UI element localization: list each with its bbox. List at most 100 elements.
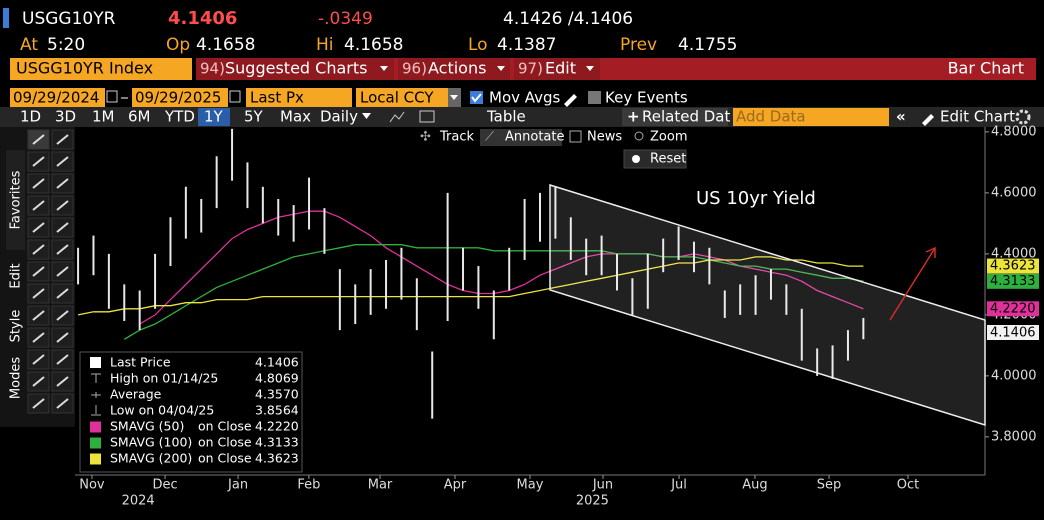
range-button[interactable]: 1Y — [204, 108, 224, 126]
tool-glyph — [32, 244, 45, 255]
x-tick-label: Feb — [297, 478, 320, 493]
tool[interactable]: News — [587, 130, 622, 145]
tool-glyph — [32, 398, 45, 409]
legend-value: 4.1406 — [255, 355, 299, 370]
last-price: 4.1406 — [168, 8, 237, 29]
legend-label: High on 01/14/25 — [110, 371, 218, 386]
side-tab-label[interactable]: Modes — [9, 357, 24, 399]
quote-label: Lo — [468, 35, 488, 55]
end-date[interactable]: 09/29/2025 — [135, 89, 221, 107]
range-active[interactable] — [198, 108, 230, 126]
tool-glyph — [32, 310, 45, 321]
x-tick-label: May — [517, 478, 544, 493]
menu-number: 97) — [518, 60, 543, 78]
table[interactable]: Table — [486, 108, 526, 126]
dropdown-icon — [362, 113, 371, 119]
settings-icon[interactable] — [1015, 109, 1031, 125]
related-data[interactable]: Related Dat — [642, 108, 730, 126]
security[interactable]: USGG10YR Index — [16, 59, 153, 78]
y-tick-label: 4.0000 — [991, 368, 1037, 383]
chart-type[interactable]: Bar Chart — [948, 59, 1024, 78]
menu-label[interactable]: Suggested Charts — [225, 59, 367, 78]
tool[interactable]: Zoom — [650, 130, 687, 145]
tool-active[interactable] — [480, 129, 562, 146]
annotation[interactable]: US 10yr Yield — [696, 188, 816, 209]
tool-glyph — [32, 266, 45, 277]
legend-label: Average — [110, 387, 162, 402]
menu-label[interactable]: Actions — [428, 59, 486, 78]
tool-glyph — [56, 376, 69, 387]
tool-glyph — [32, 178, 45, 189]
security-marker — [3, 8, 9, 28]
menu-item[interactable] — [514, 58, 600, 80]
related-button[interactable] — [622, 108, 728, 126]
range-button[interactable]: 1D — [20, 108, 41, 126]
field-input[interactable] — [246, 88, 352, 107]
legend — [79, 351, 303, 473]
side-tab[interactable] — [6, 150, 25, 250]
edit-chart[interactable]: Edit Chart — [940, 108, 1015, 126]
tool-glyph — [56, 156, 69, 167]
trend-channel[interactable] — [549, 183, 986, 427]
x-tick-label: Apr — [444, 478, 467, 493]
pencil-icon[interactable] — [564, 94, 577, 107]
x-tick-label: Jul — [670, 478, 687, 493]
series-flag-label: 4.2220 — [990, 301, 1036, 316]
moving-average — [123, 244, 864, 340]
range-button[interactable]: YTD — [164, 108, 195, 126]
ticker: USGG10YR — [22, 9, 116, 29]
side-tab-label[interactable]: Edit — [9, 263, 24, 288]
line-icon[interactable] — [389, 111, 405, 123]
legend-swatch — [90, 437, 101, 449]
date-input[interactable] — [10, 88, 105, 107]
y-tick-label: 4.8000 — [991, 124, 1037, 139]
add-data-input[interactable] — [733, 108, 889, 126]
menu-item[interactable] — [196, 58, 394, 80]
range-button[interactable]: 6M — [128, 108, 151, 126]
period[interactable]: Daily — [320, 108, 358, 126]
tool-glyph — [56, 310, 69, 321]
y-tick-label: 4.6000 — [991, 185, 1037, 200]
field[interactable]: Last Px — [250, 89, 304, 107]
checkbox[interactable] — [588, 91, 601, 104]
arrow[interactable] — [889, 247, 936, 321]
date-input[interactable] — [132, 88, 228, 107]
quote-label: Hi — [316, 35, 334, 55]
legend-value: 4.3623 — [255, 451, 299, 466]
legend-field: on Close — [198, 419, 252, 434]
last-price-flag-label: 4.1406 — [990, 326, 1036, 341]
key-events[interactable]: Key Events — [605, 89, 688, 107]
menu-item[interactable] — [398, 58, 510, 80]
security-box[interactable] — [10, 58, 192, 80]
tool-glyph — [32, 332, 45, 343]
calendar-icon[interactable] — [229, 90, 241, 103]
add-data[interactable]: Add Data — [736, 108, 806, 126]
tool-glyph — [32, 288, 45, 299]
tool[interactable]: Annotate — [505, 130, 564, 145]
legend-value: 4.8069 — [255, 371, 299, 386]
series-flag-label: 4.3623 — [990, 259, 1036, 274]
side-tab-label[interactable]: Style — [9, 310, 24, 343]
pencil-icon[interactable] — [922, 114, 934, 126]
dropdown-icon — [450, 95, 458, 100]
quote-value: 5:20 — [47, 35, 85, 55]
reset-button[interactable] — [623, 149, 687, 169]
calendar-icon[interactable] — [106, 90, 118, 103]
currency[interactable]: Local CCY — [360, 89, 434, 107]
bar-icon[interactable] — [419, 110, 435, 123]
collapse[interactable]: « — [896, 108, 906, 126]
side-tab-label[interactable]: Favorites — [9, 170, 24, 229]
start-date[interactable]: 09/29/2024 — [13, 89, 99, 107]
tool[interactable]: Track — [439, 130, 474, 145]
range-button[interactable]: 5Y — [244, 108, 264, 126]
tool[interactable]: Reset — [650, 152, 686, 167]
legend-icon — [91, 392, 101, 398]
range-button[interactable]: 3D — [55, 108, 76, 126]
range-button[interactable]: Max — [280, 108, 311, 126]
mov-avgs[interactable]: Mov Avgs — [489, 89, 561, 107]
menu-label[interactable]: Edit — [545, 59, 576, 78]
currency-input[interactable] — [356, 88, 448, 107]
quote-label: At — [20, 35, 38, 55]
dropdown-icon — [380, 66, 388, 71]
range-button[interactable]: 1M — [92, 108, 115, 126]
